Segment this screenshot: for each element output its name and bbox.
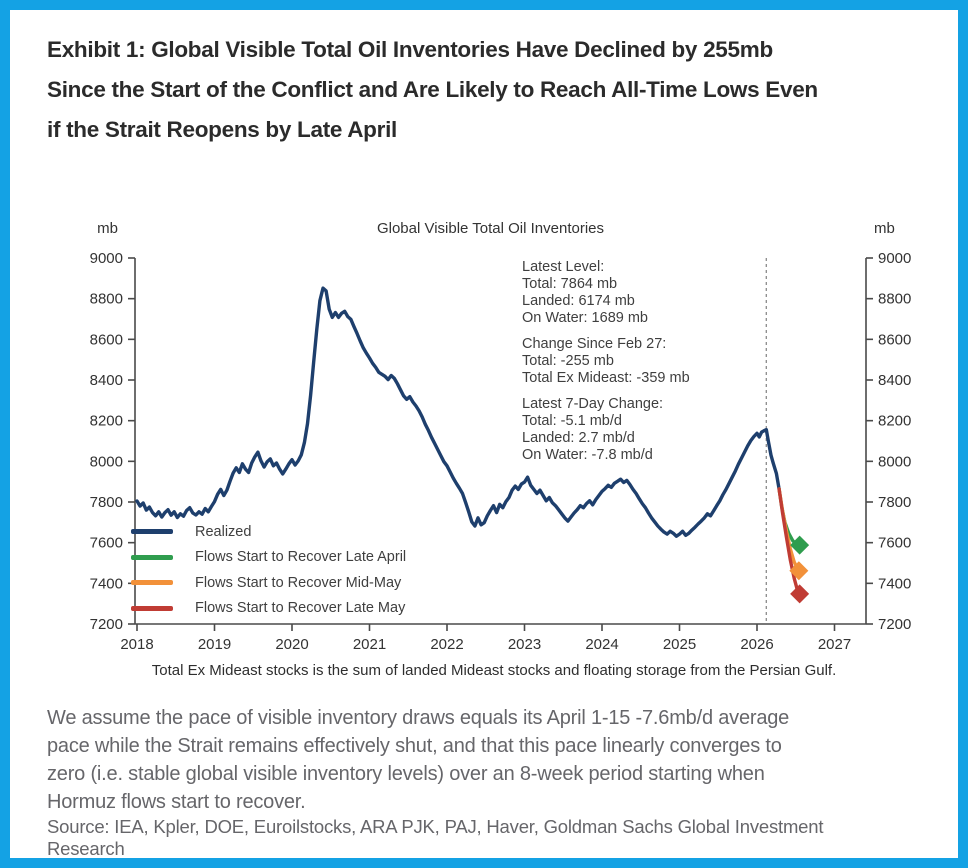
legend-item-3: Flows Start to Recover Late May — [131, 596, 406, 622]
y-tick-label-left: 7600 — [90, 535, 123, 552]
y-tick-label-left: 9000 — [90, 250, 123, 267]
legend-label-0: Realized — [195, 523, 252, 540]
exhibit-title: Exhibit 1: Global Visible Total Oil Inve… — [47, 30, 927, 150]
legend-item-1: Flows Start to Recover Late April — [131, 545, 406, 571]
source-line-1: Source: IEA, Kpler, DOE, Euroilstocks, A… — [47, 816, 824, 837]
legend-item-0: Realized — [131, 519, 406, 545]
oil-inventories-chart: 7200 7200 7400 7400 7600 7600 7800 7800 8000 8000… — [90, 250, 912, 653]
y-tick-label-left: 7400 — [90, 575, 123, 592]
legend-swatch-3 — [131, 605, 173, 611]
y-tick-label-left: 7800 — [90, 494, 123, 511]
exhibit-title-line-3: if the Strait Reopens by Late April — [47, 117, 397, 142]
x-tick-label: 2023 — [508, 636, 541, 653]
y-tick-label-right: 9000 — [878, 250, 911, 267]
x-tick-label: 2022 — [430, 636, 463, 653]
y-tick-label-left: 8800 — [90, 291, 123, 308]
y-tick-label-right: 8200 — [878, 413, 911, 430]
legend-label-1: Flows Start to Recover Late April — [195, 549, 407, 566]
series-line-0 — [135, 286, 781, 538]
y-tick-label-left: 8400 — [90, 372, 123, 389]
x-tick-label: 2025 — [663, 636, 696, 653]
y-tick-label-right: 7200 — [878, 616, 911, 633]
body-line-2: pace while the Strait remains effectivel… — [47, 735, 782, 757]
body-paragraph: We assume the pace of visible inventory … — [47, 704, 947, 816]
annotation-latest-7day-change: Latest 7-Day Change: Total: -5.1 mb/d La… — [522, 396, 664, 463]
x-tick-label: 2026 — [740, 636, 773, 653]
y-axis-unit-right: mb — [874, 220, 895, 237]
annotation-change-since-feb27: Change Since Feb 27: Total: -255 mb Tota… — [522, 336, 690, 386]
legend-label-3: Flows Start to Recover Late May — [195, 600, 406, 617]
legend-label-2: Flows Start to Recover Mid-May — [195, 574, 402, 591]
legend-item-2: Flows Start to Recover Mid-May — [131, 570, 406, 596]
x-tick-label: 2019 — [198, 636, 231, 653]
y-tick-label-left: 8000 — [90, 453, 123, 470]
y-tick-label-right: 7800 — [878, 494, 911, 511]
y-axis-unit-left: mb — [97, 220, 118, 237]
y-tick-label-left: 8200 — [90, 413, 123, 430]
series-end-diamond-2 — [789, 561, 809, 581]
chart-annotation: Latest Level: Total: 7864 mb Landed: 617… — [522, 259, 852, 473]
chart-legend: Realized Flows Start to Recover Late Apri… — [131, 519, 406, 621]
legend-swatch-2 — [131, 580, 173, 586]
chart-title: Global Visible Total Oil Inventories — [376, 220, 605, 237]
x-tick-label: 2027 — [818, 636, 851, 653]
y-tick-label-right: 7400 — [878, 575, 911, 592]
y-tick-label-right: 8600 — [878, 331, 911, 348]
y-tick-label-right: 8800 — [878, 291, 911, 308]
source-note: Source: IEA, Kpler, DOE, Euroilstocks, A… — [47, 816, 947, 859]
exhibit-title-line-2: Since the Start of the Conflict and Are … — [47, 77, 818, 102]
y-tick-label-right: 8000 — [878, 453, 911, 470]
body-line-4: Hormuz flows start to recover. — [47, 791, 306, 813]
x-tick-label: 2024 — [585, 636, 618, 653]
series-end-diamond-1 — [790, 535, 810, 555]
body-line-1: We assume the pace of visible inventory … — [47, 707, 790, 729]
y-tick-label-right: 8400 — [878, 372, 911, 389]
x-tick-label: 2021 — [353, 636, 386, 653]
x-tick-label: 2018 — [120, 636, 153, 653]
chart-footnote: Total Ex Mideast stocks is the sum of la… — [151, 662, 837, 679]
annotation-latest-level: Latest Level: Total: 7864 mb Landed: 617… — [522, 259, 648, 326]
y-tick-label-left: 8600 — [90, 331, 123, 348]
legend-swatch-1 — [131, 554, 173, 560]
exhibit-title-line-1: Exhibit 1: Global Visible Total Oil Inve… — [47, 37, 773, 62]
source-line-2: Research — [47, 838, 125, 859]
y-tick-label-right: 7600 — [878, 535, 911, 552]
chart-area: 7200 7200 7400 7400 7600 7600 7800 7800 8000 8000… — [10, 205, 958, 662]
y-tick-label-left: 7200 — [90, 616, 123, 633]
legend-swatch-0 — [131, 529, 173, 535]
body-line-3: zero (i.e. stable global visible invento… — [47, 763, 765, 785]
x-tick-label: 2020 — [275, 636, 308, 653]
series-end-diamond-3 — [790, 584, 810, 604]
